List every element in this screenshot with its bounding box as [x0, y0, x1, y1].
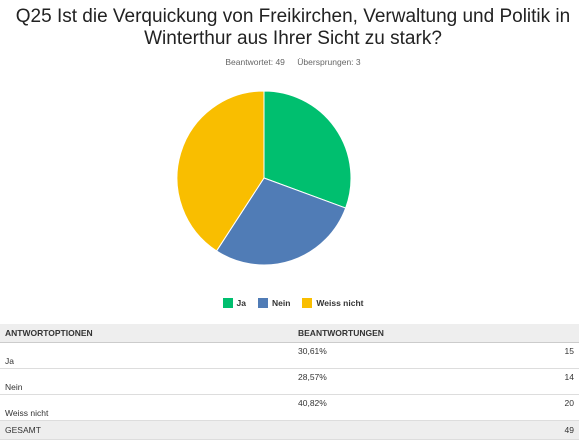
row-percent: 40,82%: [293, 394, 529, 421]
chart-legend: Ja Nein Weiss nicht: [0, 298, 586, 308]
skipped-count: Übersprungen: 3: [297, 57, 361, 67]
chart-title-line1: Q25 Ist die Verquickung von Freikirchen,…: [15, 6, 571, 27]
legend-label-weiss-nicht: Weiss nicht: [316, 298, 364, 308]
row-count: 14: [529, 368, 579, 395]
legend-label-ja: Ja: [236, 298, 246, 308]
total-spacer: [293, 420, 529, 440]
row-count: 15: [529, 342, 579, 369]
table-total-row: GESAMT 49: [0, 420, 579, 440]
chart-title: Q25 Ist die Verquickung von Freikirchen,…: [0, 6, 586, 50]
results-table: ANTWORTOPTIONEN BEANTWORTUNGEN Ja 30,61%…: [0, 324, 579, 440]
table-row: Nein 28,57% 14: [0, 368, 579, 395]
legend-item-nein: Nein: [257, 298, 291, 308]
table-header-row: ANTWORTOPTIONEN BEANTWORTUNGEN: [0, 324, 579, 343]
row-label: Nein: [0, 368, 293, 395]
row-percent: 28,57%: [293, 368, 529, 395]
pie-slice-nein: [215, 177, 347, 266]
column-header-options: ANTWORTOPTIONEN: [0, 324, 293, 343]
response-stats: Beantwortet: 49 Übersprungen: 3: [0, 57, 586, 67]
legend-label-nein: Nein: [271, 298, 291, 308]
answered-count: Beantwortet: 49: [225, 57, 285, 67]
chart-title-line2: Winterthur aus Ihrer Sicht zu stark?: [144, 28, 442, 49]
table-row: Ja 30,61% 15: [0, 342, 579, 369]
legend-swatch-ja: [222, 298, 233, 308]
legend-swatch-nein: [257, 298, 268, 308]
legend-item-weiss-nicht: Weiss nicht: [302, 298, 363, 308]
row-label: Ja: [0, 342, 293, 369]
total-label: GESAMT: [0, 420, 293, 440]
row-label: Weiss nicht: [0, 394, 293, 421]
column-header-responses: BEANTWORTUNGEN: [293, 324, 579, 343]
row-count: 20: [529, 394, 579, 421]
legend-item-ja: Ja: [222, 298, 246, 308]
table-row: Weiss nicht 40,82% 20: [0, 394, 579, 421]
pie-slice-ja: [263, 90, 352, 209]
legend-swatch-weiss-nicht: [302, 298, 313, 308]
total-count: 49: [529, 420, 579, 440]
row-percent: 30,61%: [293, 342, 529, 369]
pie-slice-weiss-nicht: [176, 90, 265, 252]
pie-chart: [176, 90, 352, 266]
